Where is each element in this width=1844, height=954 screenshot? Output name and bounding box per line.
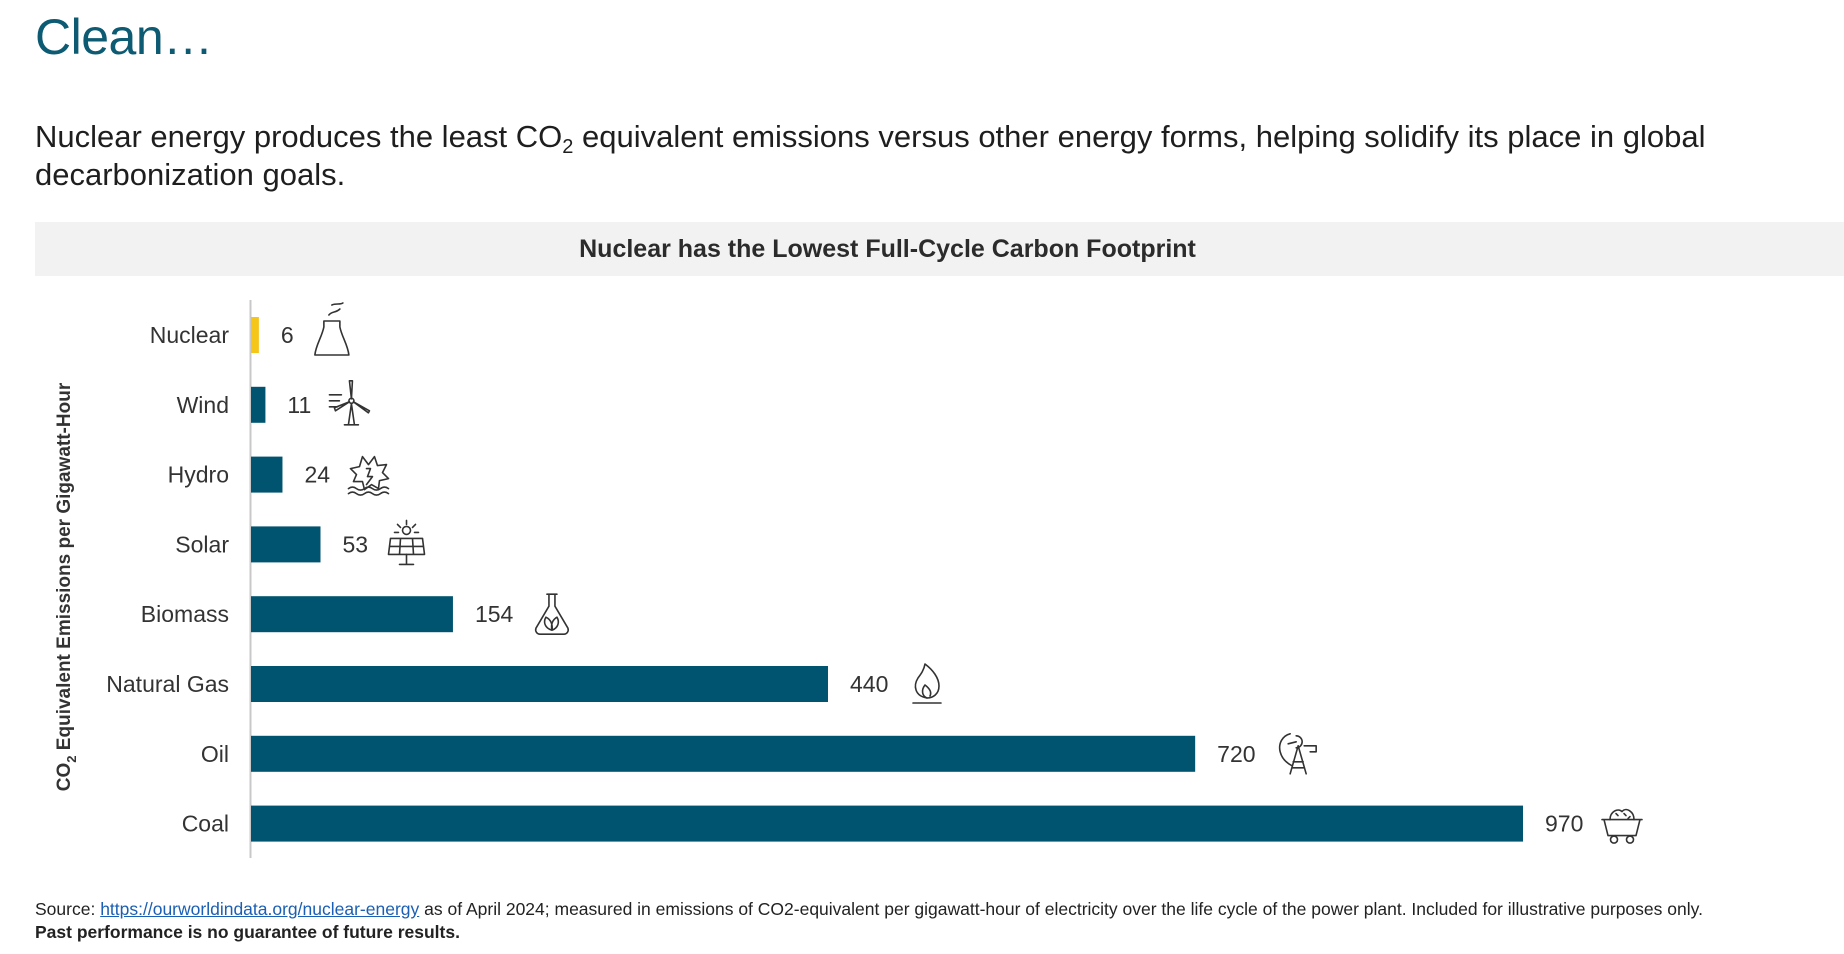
data-label: 24 [304,462,330,488]
headline: Nuclear energy produces the least CO2 eq… [35,118,1825,194]
hydro-icon [347,455,390,496]
wind-turbine-icon [328,380,371,426]
bar [251,456,283,493]
y-axis-label-main: CO [54,763,75,792]
coal-cart-icon [1601,808,1643,844]
chart-area: CO2 Equivalent Emissions per Gigawatt-Ho… [0,290,1844,870]
data-label: 970 [1545,811,1583,837]
category-label: Coal [182,811,229,837]
disclaimer-text: Past performance is no guarantee of futu… [35,922,460,942]
nuclear-plant-icon [314,302,350,356]
solar-panel-icon [387,519,426,566]
category-label: Hydro [168,462,229,488]
category-label: Natural Gas [106,671,229,697]
bar [251,596,453,633]
bar-chart: CO2 Equivalent Emissions per Gigawatt-Ho… [54,300,1643,858]
bar [251,317,259,353]
source-suffix: as of April 2024; measured in emissions … [419,899,1703,919]
bar [251,735,1196,772]
category-label: Oil [201,741,229,767]
category-label: Biomass [141,601,229,627]
headline-subscript: 2 [562,136,574,158]
bar [251,386,266,423]
y-axis-label-subscript: 2 [64,755,79,762]
data-label: 6 [281,322,294,348]
chart-title-bar: Nuclear has the Lowest Full-Cycle Carbon… [35,222,1844,276]
category-label: Solar [175,531,229,557]
source-line: Source: https://ourworldindata.org/nucle… [35,898,1703,921]
headline-part1: Nuclear energy produces the least CO [35,119,563,154]
footnote: Source: https://ourworldindata.org/nucle… [35,898,1703,944]
disclaimer: Past performance is no guarantee of futu… [35,921,1703,944]
category-label: Wind [177,392,229,418]
y-axis-label: CO2 Equivalent Emissions per Gigawatt-Ho… [54,382,79,791]
source-link[interactable]: https://ourworldindata.org/nuclear-energ… [100,899,420,919]
data-label: 154 [475,601,514,627]
bar [251,666,828,702]
category-label: Nuclear [150,322,230,348]
data-label: 440 [850,671,888,697]
chart-title: Nuclear has the Lowest Full-Cycle Carbon… [579,234,1196,263]
data-label: 53 [343,531,369,557]
bar [251,805,1523,842]
headline-part2: equivalent emissions versus other energy… [35,119,1706,192]
page-title: Clean… [35,9,213,65]
bar [251,526,321,563]
data-label: 11 [287,392,311,418]
biomass-icon [534,593,569,636]
data-label: 720 [1217,741,1255,767]
source-prefix: Source: [35,899,101,919]
oil-rig-icon [1278,732,1317,775]
gas-flame-icon [912,663,942,704]
y-axis-label-rest: Equivalent Emissions per Gigawatt-Hour [54,382,75,755]
